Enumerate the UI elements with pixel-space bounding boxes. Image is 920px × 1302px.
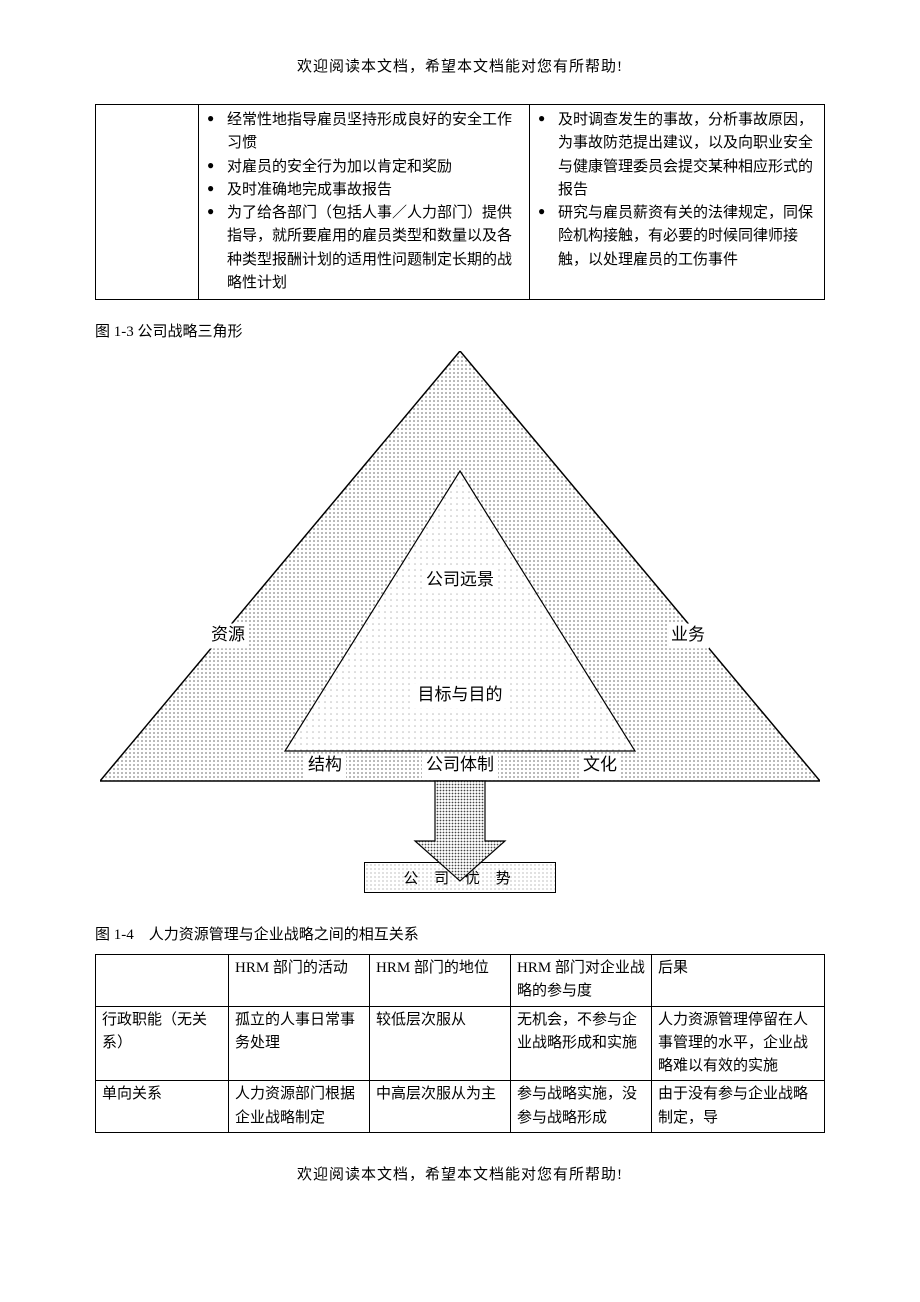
list-item: 为了给各部门（包括人事／人力部门）提供指导，就所要雇用的雇员类型和数量以及各种类… [205, 202, 523, 295]
table-cell: 人力资源管理停留在人事管理的水平，企业战略难以有效的实施 [652, 1006, 825, 1081]
table-cell: 单向关系 [96, 1081, 229, 1133]
svg-text:结构: 结构 [308, 755, 342, 774]
page-footer: 欢迎阅读本文档，希望本文档能对您有所帮助! [95, 1163, 825, 1184]
table-header-cell: HRM 部门对企业战略的参与度 [511, 955, 652, 1007]
table-cell: 人力资源部门根据企业战略制定 [229, 1081, 370, 1133]
figure-1-4-caption: 图 1-4 人力资源管理与企业战略之间的相互关系 [95, 923, 825, 944]
figure-1-3-caption: 图 1-3 公司战略三角形 [95, 320, 825, 341]
svg-text:公司远景: 公司远景 [426, 570, 494, 589]
table-header-cell [96, 955, 229, 1007]
top-table-empty-cell [96, 105, 199, 300]
table-cell: 行政职能（无关系） [96, 1006, 229, 1081]
strategy-triangle-diagram: 资源 业务 公司远景目标与目的结构 公司体制 文化 [100, 351, 820, 856]
top-table-col1: 经常性地指导雇员坚持形成良好的安全工作习惯对雇员的安全行为加以肯定和奖励及时准确… [199, 105, 530, 300]
table-header-cell: 后果 [652, 955, 825, 1007]
svg-text:资源: 资源 [211, 625, 245, 644]
list-item: 研究与雇员薪资有关的法律规定，同保险机构接触，有必要的时候同律师接触，以处理雇员… [536, 202, 818, 272]
table-cell: 较低层次服从 [370, 1006, 511, 1081]
table-cell: 孤立的人事日常事务处理 [229, 1006, 370, 1081]
svg-text:公司体制: 公司体制 [426, 755, 494, 774]
list-item: 经常性地指导雇员坚持形成良好的安全工作习惯 [205, 109, 523, 156]
top-table-col2: 及时调查发生的事故，分析事故原因，为事故防范提出建议，以及向职业安全与健康管理委… [530, 105, 825, 300]
table-header-cell: HRM 部门的活动 [229, 955, 370, 1007]
hrm-strategy-table: HRM 部门的活动HRM 部门的地位HRM 部门对企业战略的参与度后果行政职能（… [95, 954, 825, 1133]
table-cell: 无机会，不参与企业战略形成和实施 [511, 1006, 652, 1081]
top-bullets-table: 经常性地指导雇员坚持形成良好的安全工作习惯对雇员的安全行为加以肯定和奖励及时准确… [95, 104, 825, 300]
table-row: 行政职能（无关系）孤立的人事日常事务处理较低层次服从无机会，不参与企业战略形成和… [96, 1006, 825, 1081]
page-header: 欢迎阅读本文档，希望本文档能对您有所帮助! [95, 55, 825, 76]
svg-text:目标与目的: 目标与目的 [418, 685, 503, 704]
list-item: 及时调查发生的事故，分析事故原因，为事故防范提出建议，以及向职业安全与健康管理委… [536, 109, 818, 202]
list-item: 及时准确地完成事故报告 [205, 179, 523, 202]
table-cell: 参与战略实施，没参与战略形成 [511, 1081, 652, 1133]
table-row: 单向关系人力资源部门根据企业战略制定中高层次服从为主参与战略实施，没参与战略形成… [96, 1081, 825, 1133]
list-item: 对雇员的安全行为加以肯定和奖励 [205, 156, 523, 179]
table-header-cell: HRM 部门的地位 [370, 955, 511, 1007]
svg-text:文化: 文化 [583, 755, 617, 774]
table-cell: 由于没有参与企业战略制定，导 [652, 1081, 825, 1133]
table-cell: 中高层次服从为主 [370, 1081, 511, 1133]
svg-text:业务: 业务 [671, 625, 705, 644]
